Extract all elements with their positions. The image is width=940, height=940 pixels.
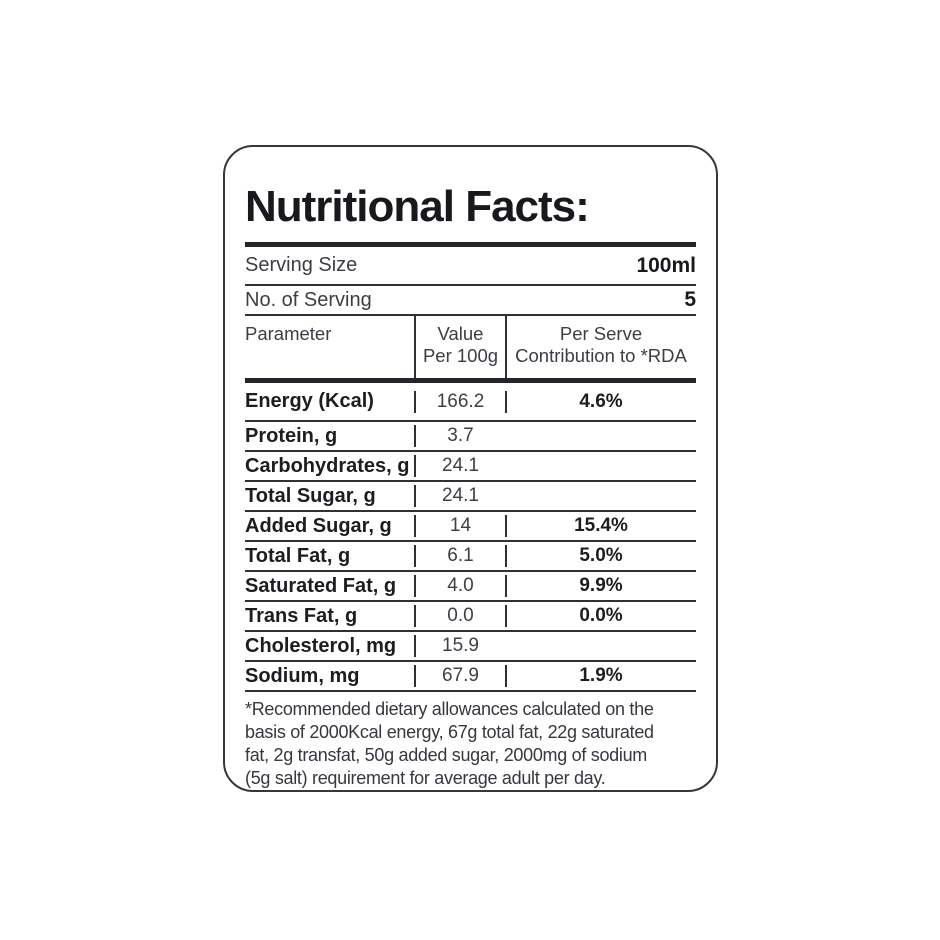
column-header-parameter: Parameter (245, 323, 332, 344)
row-name: Total Sugar, g (245, 484, 376, 507)
table-header-row: Parameter Value Per 100g Per Serve Contr… (245, 316, 696, 378)
divider-thin-bottom (245, 690, 696, 692)
row-value: 166.2 (414, 390, 505, 413)
table-row-total-sugar: Total Sugar, g 24.1 (245, 482, 696, 510)
row-name: Protein, g (245, 424, 338, 447)
divider-thin (245, 660, 696, 662)
divider-thick-top (245, 242, 696, 247)
serving-count-row: No. of Serving 5 (245, 286, 696, 314)
serving-count-value: 5 (684, 288, 696, 311)
divider-thin (245, 420, 696, 422)
row-value: 6.1 (414, 545, 505, 567)
serving-size-value: 100ml (636, 253, 696, 277)
divider-thin (245, 510, 696, 512)
divider-thin (245, 600, 696, 602)
column-header-rda: Per Serve Contribution to *RDA (505, 316, 695, 378)
row-name: Total Fat, g (245, 544, 351, 567)
table-row-added-sugar: Added Sugar, g 14 15.4% (245, 512, 696, 540)
label-content: Nutritional Facts: Serving Size 100ml No… (245, 147, 696, 790)
nutrition-label-card: Nutritional Facts: Serving Size 100ml No… (223, 145, 718, 792)
label-title: Nutritional Facts: (245, 182, 590, 231)
column-header-value-line1: Value (437, 323, 484, 344)
row-rda: 0.0% (505, 605, 695, 627)
serving-count-label: No. of Serving (245, 288, 372, 311)
divider-thin (245, 450, 696, 452)
row-name: Sodium, mg (245, 664, 360, 687)
table-row-sodium: Sodium, mg 67.9 1.9% (245, 662, 696, 690)
table-row-total-fat: Total Fat, g 6.1 5.0% (245, 542, 696, 570)
row-name: Cholesterol, mg (245, 634, 397, 657)
serving-size-row: Serving Size 100ml (245, 247, 696, 284)
row-name: Energy (Kcal) (245, 390, 374, 412)
table-row-saturated-fat: Saturated Fat, g 4.0 9.9% (245, 572, 696, 600)
row-name: Saturated Fat, g (245, 574, 397, 597)
row-value: 24.1 (414, 485, 505, 507)
column-header-rda-line2: Contribution to *RDA (515, 344, 687, 366)
divider-thin (245, 284, 696, 286)
table-row-trans-fat: Trans Fat, g 0.0 0.0% (245, 602, 696, 630)
divider-thin (245, 540, 696, 542)
column-header-value: Value Per 100g (414, 316, 505, 378)
row-rda: 4.6% (505, 390, 695, 413)
column-header-rda-line1: Per Serve (559, 323, 643, 344)
footnote-line: basis of 2000Kcal energy, 67g total fat,… (245, 722, 654, 742)
row-value: 3.7 (414, 425, 505, 447)
row-value: 4.0 (414, 575, 505, 597)
row-value: 0.0 (414, 605, 505, 627)
table-row-cholesterol: Cholesterol, mg 15.9 (245, 632, 696, 660)
row-value: 24.1 (414, 455, 505, 477)
row-rda: 15.4% (505, 515, 695, 537)
table-row-protein: Protein, g 3.7 (245, 422, 696, 450)
divider-thin (245, 570, 696, 572)
row-value: 67.9 (414, 665, 505, 687)
row-rda: 5.0% (505, 545, 695, 567)
row-name: Added Sugar, g (245, 514, 392, 537)
row-name: Trans Fat, g (245, 604, 358, 627)
divider-thick-header (245, 378, 696, 383)
rda-footnote: *Recommended dietary allowances calculat… (245, 698, 696, 790)
row-rda: 9.9% (505, 575, 695, 597)
divider-thin (245, 314, 696, 316)
table-row-carbohydrates: Carbohydrates, g 24.1 (245, 452, 696, 480)
footnote-line: *Recommended dietary allowances calculat… (245, 699, 654, 719)
divider-thin (245, 480, 696, 482)
footnote-line: (5g salt) requirement for average adult … (245, 768, 606, 788)
footnote-line: fat, 2g transfat, 50g added sugar, 2000m… (245, 745, 647, 765)
column-header-value-line2: Per 100g (422, 344, 499, 366)
row-value: 14 (414, 515, 505, 537)
row-name: Carbohydrates, g (245, 454, 410, 477)
row-value: 15.9 (414, 635, 505, 657)
divider-thin (245, 630, 696, 632)
table-row-energy: Energy (Kcal) 166.2 4.6% (245, 383, 696, 420)
serving-size-label: Serving Size (245, 254, 358, 276)
row-rda: 1.9% (505, 665, 695, 687)
